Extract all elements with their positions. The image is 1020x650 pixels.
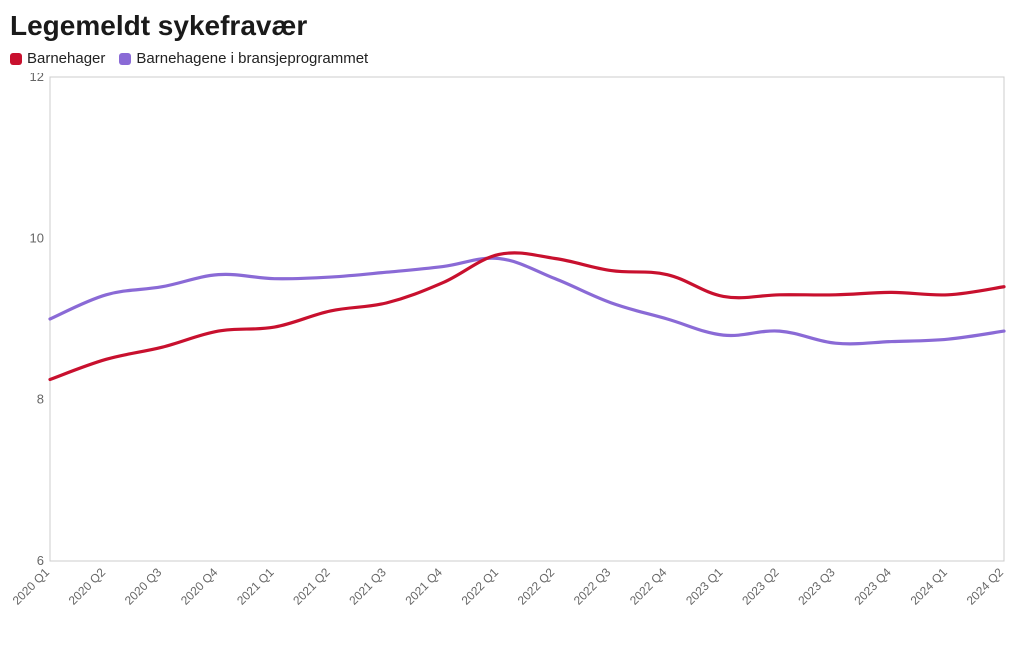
legend-swatch-0 [10,53,22,65]
series-line-1 [50,258,1004,344]
chart-title: Legemeldt sykefravær [10,10,1010,42]
svg-text:2024 Q1: 2024 Q1 [908,565,951,608]
svg-text:12: 12 [30,73,44,84]
legend-label-0: Barnehager [27,50,105,67]
svg-text:2023 Q4: 2023 Q4 [851,565,894,608]
svg-text:2024 Q2: 2024 Q2 [964,565,1007,608]
legend-swatch-1 [119,53,131,65]
chart-container: Legemeldt sykefravær Barnehager Barnehag… [0,0,1020,650]
svg-text:2023 Q1: 2023 Q1 [683,565,726,608]
svg-text:8: 8 [37,392,44,407]
legend: Barnehager Barnehagene i bransjeprogramm… [10,50,1010,67]
svg-text:2020 Q4: 2020 Q4 [178,565,221,608]
legend-label-1: Barnehagene i bransjeprogrammet [136,50,368,67]
svg-text:2022 Q2: 2022 Q2 [515,565,558,608]
svg-text:2020 Q1: 2020 Q1 [10,565,52,608]
svg-text:2022 Q4: 2022 Q4 [627,565,670,608]
svg-text:2021 Q2: 2021 Q2 [290,565,333,608]
svg-text:2022 Q1: 2022 Q1 [459,565,502,608]
svg-text:2021 Q1: 2021 Q1 [234,565,277,608]
svg-text:2022 Q3: 2022 Q3 [571,565,614,608]
legend-item-0: Barnehager [10,50,105,67]
svg-text:2020 Q3: 2020 Q3 [122,565,165,608]
series-line-0 [50,253,1004,380]
svg-text:2023 Q2: 2023 Q2 [739,565,782,608]
legend-item-1: Barnehagene i bransjeprogrammet [119,50,368,67]
svg-text:2021 Q4: 2021 Q4 [402,565,445,608]
chart-area: 6810122020 Q12020 Q22020 Q32020 Q42021 Q… [10,73,1010,633]
line-chart-svg: 6810122020 Q12020 Q22020 Q32020 Q42021 Q… [10,73,1010,633]
svg-text:10: 10 [30,230,44,245]
svg-text:2020 Q2: 2020 Q2 [66,565,109,608]
svg-text:2023 Q3: 2023 Q3 [795,565,838,608]
svg-text:2021 Q3: 2021 Q3 [346,565,389,608]
